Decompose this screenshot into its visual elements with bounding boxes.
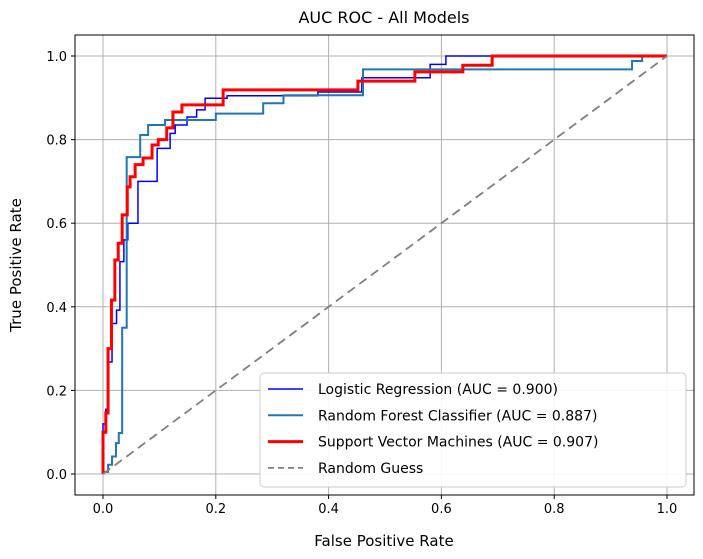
y-axis-label: True Positive Rate <box>7 198 25 333</box>
x-tick-label: 0.2 <box>205 502 226 517</box>
x-axis-label: False Positive Rate <box>314 532 453 550</box>
legend-frame <box>259 372 687 488</box>
plot-frame <box>74 34 695 496</box>
y-tick-label: 0.8 <box>46 134 67 149</box>
legend-label-random-forest-classifier: Random Forest Classifier (AUC = 0.887) <box>318 408 597 424</box>
roc-curve-random-guess <box>102 55 668 475</box>
curves-layer <box>101 54 668 475</box>
y-tick-label: 0.0 <box>46 468 67 483</box>
chart-title: AUC ROC - All Models <box>298 8 469 27</box>
grid-layer <box>75 35 694 495</box>
legend: Logistic Regression (AUC = 0.900) Random … <box>259 372 687 488</box>
y-tick-label: 0.4 <box>46 301 67 316</box>
ticks-layer: 0.0 0.2 0.4 0.6 0.8 1.0 0.0 0.2 0.4 0.6 0.8 1.0 <box>46 50 677 517</box>
x-tick-label: 0.8 <box>544 502 565 517</box>
x-tick-label: 1.0 <box>657 502 678 517</box>
y-tick-label: 1.0 <box>46 50 67 65</box>
legend-label-support-vector-machines: Support Vector Machines (AUC = 0.907) <box>318 435 598 451</box>
y-tick-label: 0.2 <box>46 384 67 399</box>
y-tick-label: 0.6 <box>46 217 67 232</box>
roc-curve-random-forest-classifier <box>102 55 667 474</box>
roc-curve-support-vector-machines <box>101 54 667 474</box>
x-tick-label: 0.4 <box>318 502 339 517</box>
legend-label-logistic-regression: Logistic Regression (AUC = 0.900) <box>318 382 558 398</box>
x-tick-label: 0.0 <box>93 502 114 517</box>
x-tick-label: 0.6 <box>431 502 452 517</box>
legend-label-random-guess: Random Guess <box>318 461 423 477</box>
